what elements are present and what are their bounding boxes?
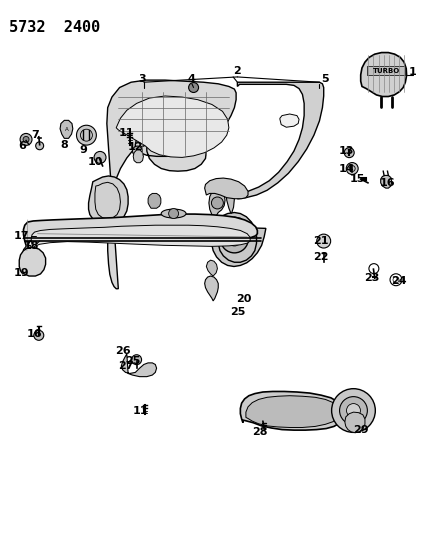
Circle shape [132,355,142,365]
Polygon shape [361,53,407,96]
Polygon shape [205,276,218,301]
Text: 26: 26 [115,346,131,356]
Circle shape [94,151,106,164]
Polygon shape [148,193,161,208]
Circle shape [23,136,29,142]
Polygon shape [238,82,324,199]
Polygon shape [209,190,225,218]
Text: 13: 13 [339,146,354,156]
Circle shape [77,125,96,145]
Polygon shape [23,245,40,273]
Text: A: A [65,127,68,132]
Circle shape [332,389,375,432]
Text: 6: 6 [18,141,26,151]
Polygon shape [241,391,344,430]
Polygon shape [280,114,299,127]
Circle shape [339,397,367,424]
Text: 2: 2 [234,66,241,76]
Circle shape [36,142,44,150]
Text: 18: 18 [24,241,39,252]
Circle shape [344,148,354,158]
Text: 25: 25 [230,306,245,317]
Polygon shape [367,66,405,75]
Polygon shape [380,175,392,188]
Polygon shape [116,96,229,157]
Text: 29: 29 [353,425,369,434]
Circle shape [169,208,178,219]
Text: 22: 22 [313,252,329,262]
Circle shape [20,133,32,146]
Polygon shape [89,176,128,225]
Polygon shape [246,395,338,427]
Circle shape [317,234,331,248]
Text: 11: 11 [133,406,149,416]
Ellipse shape [161,209,186,218]
Text: 14: 14 [339,164,354,174]
Polygon shape [345,412,365,433]
Polygon shape [211,213,266,266]
Polygon shape [24,214,257,257]
Circle shape [189,83,199,93]
Polygon shape [205,178,248,199]
Polygon shape [19,247,46,276]
Polygon shape [206,260,217,276]
Polygon shape [107,80,236,289]
Text: 28: 28 [252,427,268,437]
Text: 12: 12 [128,142,143,152]
Polygon shape [121,354,157,377]
Circle shape [346,163,358,174]
Polygon shape [31,225,250,249]
Text: 1: 1 [409,67,417,77]
Polygon shape [60,120,73,139]
Text: 5732  2400: 5732 2400 [9,20,101,35]
Text: 15: 15 [350,174,366,184]
Circle shape [34,330,44,340]
Text: 3: 3 [138,74,146,84]
Text: 16: 16 [380,178,395,188]
Text: 4: 4 [188,74,196,84]
Circle shape [211,197,223,209]
Text: 10: 10 [88,157,104,167]
Text: 5: 5 [321,74,329,84]
Circle shape [227,232,241,246]
Text: 19: 19 [14,268,30,278]
Circle shape [133,146,143,156]
Polygon shape [226,186,235,214]
Text: 23: 23 [365,273,380,283]
Text: 21: 21 [313,236,329,246]
Text: 8: 8 [60,140,68,150]
Text: 17: 17 [14,231,30,241]
Circle shape [220,225,248,253]
Text: 20: 20 [236,294,252,304]
Polygon shape [133,150,143,163]
Text: 24: 24 [391,276,407,286]
Text: 11: 11 [119,128,134,138]
Circle shape [347,403,360,417]
Text: 16: 16 [27,329,42,340]
Text: 25: 25 [125,356,140,366]
Text: 7: 7 [32,130,39,140]
Text: 9: 9 [79,145,87,155]
Text: TURBO: TURBO [373,68,400,74]
Text: 27: 27 [118,361,133,371]
